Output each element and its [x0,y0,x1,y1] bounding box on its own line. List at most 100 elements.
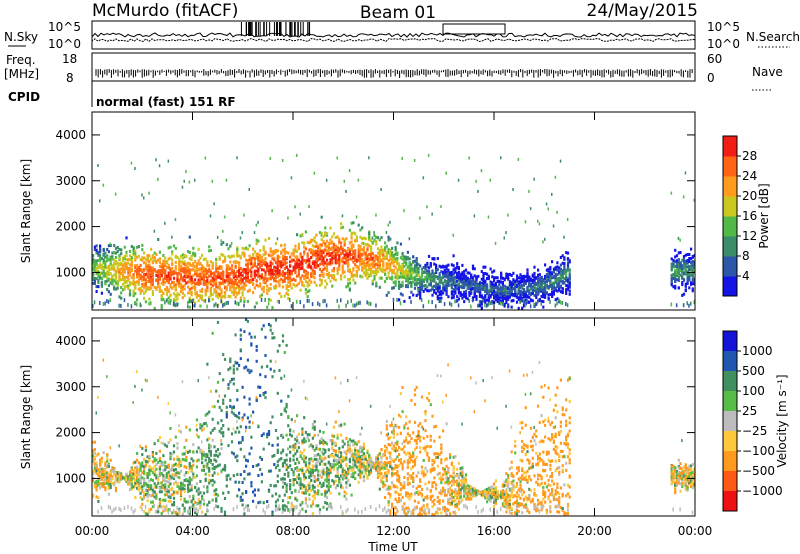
power-cell [172,297,176,301]
power-cell [172,244,176,248]
power-cell [303,252,306,256]
power-cell [519,276,522,280]
power-cell [296,153,298,157]
power-cell [424,284,427,288]
power-cell [394,260,397,264]
power-cell [165,289,169,293]
power-cell [99,259,102,262]
power-cell [535,282,538,286]
power-cell [253,257,256,261]
power-cell [128,292,132,296]
power-cell [491,290,494,294]
power-cell [227,254,230,258]
power-cell [315,254,318,258]
power-cell [519,279,522,283]
power-cell [431,285,434,289]
power-cell [519,290,522,294]
power-cell [229,267,232,271]
power-cell [491,270,494,274]
power-cell [686,276,689,280]
power-cell [681,283,684,287]
power-cell [280,261,283,265]
power-cell [139,277,142,281]
power-cell [331,269,334,273]
power-cell [236,285,239,289]
power-cell [116,268,119,272]
power-cell [281,261,285,265]
power-cell [241,246,244,250]
power-cell [507,273,510,277]
power-cell [294,263,297,267]
power-cell [188,268,191,272]
power-cell [106,259,109,263]
power-cell [120,248,123,252]
power-cell [691,255,694,259]
power-cell [125,275,128,279]
power-cell [373,263,376,267]
power-cell [157,269,160,273]
power-cell [278,279,281,283]
velocity-cell [109,474,112,478]
velocity-cell [100,460,103,464]
power-cell [164,262,167,265]
power-cell [187,250,190,253]
velocity-cell [102,485,105,489]
power-cell [250,262,253,266]
power-cell [470,287,473,291]
power-cell [169,277,172,281]
power-cell [690,257,693,260]
power-cell [262,290,265,294]
power-cell [287,272,290,276]
power-cell [359,262,362,266]
power-cell [429,279,432,283]
power-cell [357,254,360,258]
power-cell [215,302,217,307]
power-cell [310,275,313,279]
power-cell [408,257,411,261]
power-cell [297,246,300,250]
velocity-cell [92,454,95,458]
power-cell [123,279,126,283]
power-cell [285,276,288,280]
power-cell [104,263,107,267]
power-cell [348,250,351,254]
power-cell [225,274,228,278]
power-cell [566,303,569,308]
power-cell [306,254,309,258]
power-cell [384,249,387,253]
power-cell [392,257,395,261]
power-cell [670,279,673,283]
power-cell [97,278,100,282]
power-cell [382,270,385,274]
power-cell [111,255,114,259]
power-cell [331,241,334,245]
sky-tick-top: 10^5 [48,20,81,34]
power-cell [130,263,133,266]
power-cell [406,269,409,273]
power-cell [238,274,241,278]
power-cell [248,244,251,248]
power-cell [420,279,424,283]
power-cell [691,275,694,279]
power-cell [317,301,319,306]
power-cell [253,231,256,234]
velocity-cell [100,506,103,511]
power-cell [486,303,488,308]
power-cell [121,278,125,281]
power-cell [468,156,470,160]
power-cell [452,277,455,281]
power-cell [684,259,687,263]
power-cell [433,274,436,278]
power-cell [146,254,149,257]
power-cell [322,274,325,278]
power-cell [116,246,119,249]
power-cell [132,273,135,276]
power-cell [241,280,244,284]
power-cell [199,277,202,281]
power-cell [394,252,397,256]
velocity-cell [92,470,95,474]
power-cell [187,285,190,289]
power-cell [364,255,367,259]
power-cell [510,299,513,303]
power-cell [435,269,438,273]
